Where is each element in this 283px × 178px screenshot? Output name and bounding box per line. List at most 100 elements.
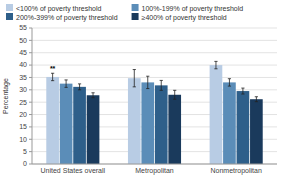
- error-cap: [255, 96, 258, 97]
- error-cap: [64, 87, 67, 88]
- error-bar: [255, 97, 258, 102]
- error-stem: [93, 93, 94, 98]
- tick-label: Nonmetropolitan: [210, 167, 261, 175]
- y-ticks: 0 5 10 15 20 25 30 35 40 45 50 55: [19, 24, 32, 167]
- error-cap: [51, 80, 54, 81]
- legend-item: 200%-399% of poverty threshold: [6, 13, 118, 22]
- grid-line: [32, 65, 277, 66]
- annotation: **: [50, 65, 56, 72]
- tick-label: Metropolitan: [135, 167, 174, 175]
- error-cap: [241, 88, 244, 89]
- error-stem: [242, 88, 243, 94]
- error-bar: [160, 80, 163, 90]
- error-bar: [133, 70, 136, 87]
- legend-item: ≥400% of poverty threshold: [132, 13, 227, 22]
- error-cap: [64, 79, 67, 80]
- error-cap: [214, 61, 217, 62]
- bar: [141, 82, 154, 164]
- bar: [155, 85, 168, 164]
- tick-label: 55: [19, 24, 27, 31]
- legend-label: ≥400% of poverty threshold: [142, 14, 227, 22]
- error-cap: [173, 90, 176, 91]
- error-cap: [133, 69, 136, 70]
- error-cap: [228, 78, 231, 79]
- grid-line: [32, 164, 277, 165]
- error-cap: [51, 73, 54, 74]
- error-cap: [78, 83, 81, 84]
- tick-label: 20: [19, 111, 27, 118]
- tick-label: 40: [19, 61, 27, 68]
- error-stem: [134, 70, 135, 87]
- error-stem: [161, 80, 162, 90]
- error-cap: [91, 97, 94, 98]
- error-cap: [146, 76, 149, 77]
- error-bar: [91, 93, 94, 98]
- error-cap: [241, 94, 244, 95]
- y-axis-line: [32, 28, 33, 164]
- x-axis-line: [32, 164, 277, 165]
- bar: [87, 95, 100, 164]
- tick-label: 35: [19, 74, 27, 81]
- y-axis-label: Percentage: [2, 78, 10, 114]
- error-bar: [214, 61, 217, 68]
- legend-swatch: [6, 13, 13, 20]
- bars: [46, 61, 262, 164]
- error-cap: [173, 99, 176, 100]
- error-bar: [78, 84, 81, 90]
- chart: <100% of poverty threshold 100%-199% of p…: [0, 0, 283, 178]
- error-cap: [146, 88, 149, 89]
- tick-label: 25: [19, 99, 27, 106]
- grid-line: [32, 77, 277, 78]
- bar: [223, 82, 236, 164]
- error-stem: [147, 76, 148, 88]
- bar: [73, 87, 86, 164]
- error-stem: [174, 90, 175, 99]
- legend-swatch: [132, 4, 139, 11]
- error-cap: [228, 86, 231, 87]
- bar: [46, 77, 59, 164]
- bar: [237, 91, 250, 164]
- grid-line: [32, 52, 277, 53]
- x-ticks: United States overall Metropolitan Nonmetr…: [41, 167, 262, 175]
- tick-label: 30: [19, 86, 27, 93]
- error-bar: [241, 88, 244, 94]
- error-bar: [173, 90, 176, 99]
- bar: [60, 84, 73, 164]
- error-stem: [66, 80, 67, 87]
- tick-label: 15: [19, 123, 27, 130]
- error-stem: [256, 97, 257, 102]
- tick-label: 45: [19, 49, 27, 56]
- error-bar: [64, 80, 67, 87]
- grid-line: [32, 40, 277, 41]
- legend-label: 200%-399% of poverty threshold: [16, 14, 118, 22]
- error-cap: [91, 92, 94, 93]
- tick-label: 0: [23, 160, 27, 167]
- tick-label: 5: [23, 148, 27, 155]
- error-cap: [255, 101, 258, 102]
- tick-label: 10: [19, 136, 27, 143]
- error-stem: [79, 84, 80, 90]
- grid-line: [32, 28, 277, 29]
- legend: <100% of poverty threshold 100%-199% of p…: [6, 4, 243, 22]
- error-cap: [133, 86, 136, 87]
- error-stem: [215, 61, 216, 68]
- error-stem: [52, 73, 53, 80]
- tick-label: 50: [19, 37, 27, 44]
- error-cap: [160, 80, 163, 81]
- legend-swatch: [132, 13, 139, 20]
- bar: [128, 78, 141, 164]
- error-bar: [146, 76, 149, 88]
- error-bar: [228, 79, 231, 86]
- legend-item: <100% of poverty threshold: [6, 4, 102, 13]
- y-grid: [32, 28, 277, 164]
- bar: [168, 95, 181, 164]
- bar: [250, 99, 263, 164]
- error-stem: [229, 79, 230, 86]
- error-cap: [214, 68, 217, 69]
- error-bar: [51, 73, 54, 80]
- bar: [210, 65, 223, 164]
- error-cap: [160, 90, 163, 91]
- legend-item: 100%-199% of poverty threshold: [132, 4, 244, 13]
- legend-swatch: [6, 4, 13, 11]
- tick-label: United States overall: [41, 167, 106, 174]
